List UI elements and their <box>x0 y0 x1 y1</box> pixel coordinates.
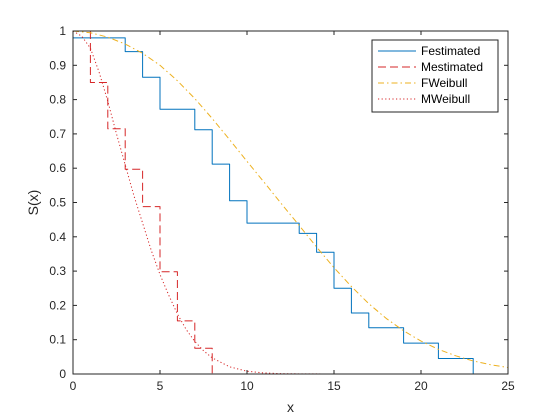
x-axis-label: x <box>287 399 294 415</box>
legend: Festimated Mestimated FWeibull MWeibull <box>371 39 499 113</box>
series-line-fweibull <box>73 31 508 368</box>
legend-label-mweibull: MWeibull <box>421 92 470 106</box>
y-tick-label: 0.1 <box>49 333 66 347</box>
series-line-festimated <box>73 37 474 374</box>
x-tick-label: 20 <box>414 379 428 393</box>
y-tick-label: 0.3 <box>49 264 66 278</box>
y-tick-label: 0.4 <box>49 230 66 244</box>
y-tick-label: 0.9 <box>49 58 66 72</box>
x-tick-label: 25 <box>501 379 515 393</box>
x-tick-label: 5 <box>157 379 164 393</box>
y-tick-label: 0 <box>59 367 66 381</box>
x-tick-label: 15 <box>327 379 341 393</box>
y-tick-label: 0.8 <box>49 93 66 107</box>
legend-label-mestimated: Mestimated <box>421 60 483 74</box>
y-tick-label: 0.2 <box>49 298 66 312</box>
series-line-mweibull <box>73 31 404 374</box>
x-tick-label: 0 <box>70 379 77 393</box>
legend-label-fweibull: FWeibull <box>421 76 467 90</box>
y-tick-label: 0.5 <box>49 196 66 210</box>
legend-label-festimated: Festimated <box>421 44 480 58</box>
y-tick-label: 0.7 <box>49 127 66 141</box>
y-tick-label: 1 <box>59 24 66 38</box>
y-tick-label: 0.6 <box>49 161 66 175</box>
ticks-layer: 0 5 10 15 20 25 0 0.1 0.2 0.3 0.4 0.5 0.6 0.7 0.8 0.9 1 <box>49 24 515 393</box>
y-axis-label: S(x) <box>25 190 41 216</box>
x-tick-label: 10 <box>240 379 254 393</box>
series-layer <box>73 31 508 374</box>
legend-box <box>371 39 499 113</box>
